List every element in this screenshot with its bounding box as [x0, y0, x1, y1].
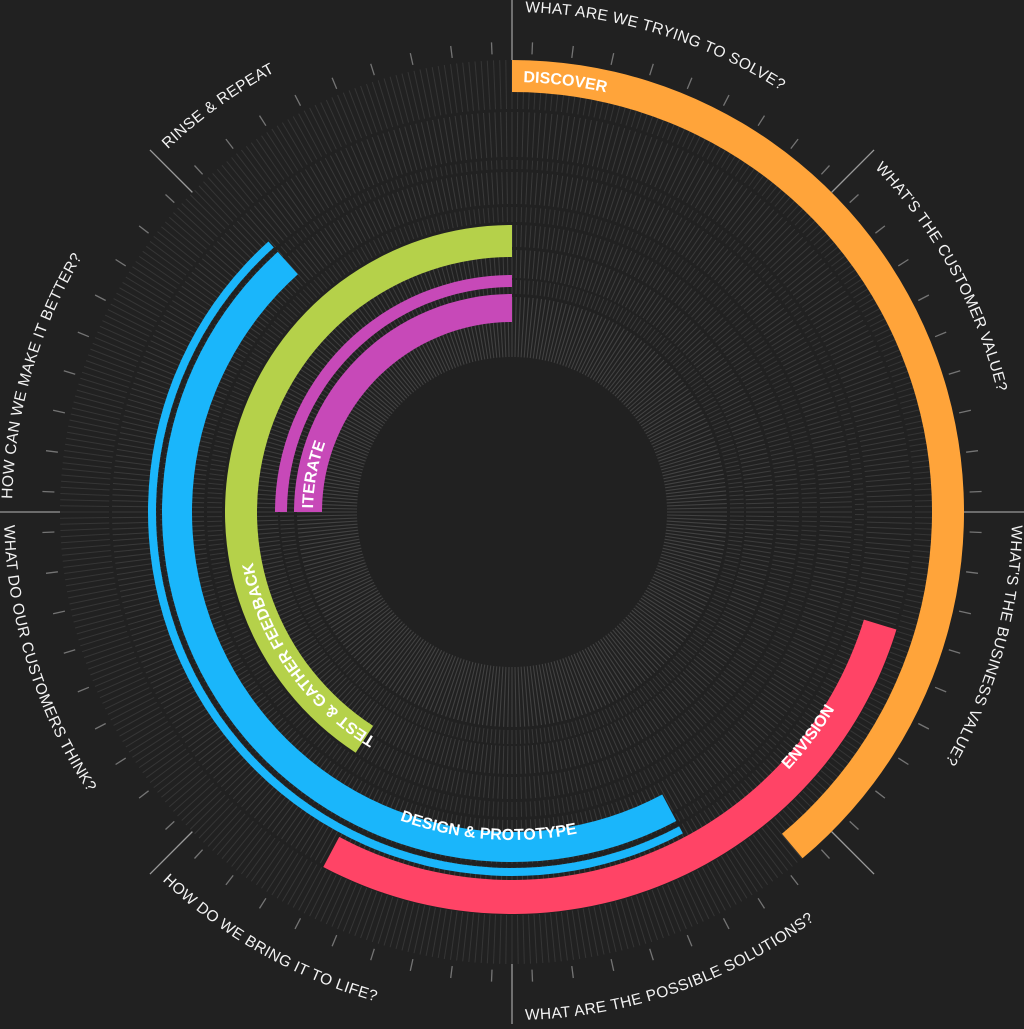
phase-arc — [323, 619, 897, 915]
phase-arc — [294, 294, 512, 512]
question-divider — [149, 149, 193, 193]
track-ring — [249, 249, 775, 775]
track-ring — [296, 296, 728, 728]
question-divider — [831, 149, 875, 193]
outer-ticks — [42, 42, 982, 982]
phase-arc — [512, 60, 964, 859]
question-divider — [831, 831, 875, 875]
question-label: HOW CAN WE MAKE IT BETTER? — [0, 250, 86, 499]
question-divider — [149, 831, 193, 875]
track-ring — [206, 206, 818, 818]
question-label: RINSE & REPEAT — [159, 60, 277, 152]
tick-marks — [42, 42, 982, 982]
question-label: HOW DO WE BRING IT TO LIFE? — [160, 871, 380, 1005]
phase-arc — [225, 225, 512, 753]
phase-discover: DISCOVER — [512, 60, 964, 859]
